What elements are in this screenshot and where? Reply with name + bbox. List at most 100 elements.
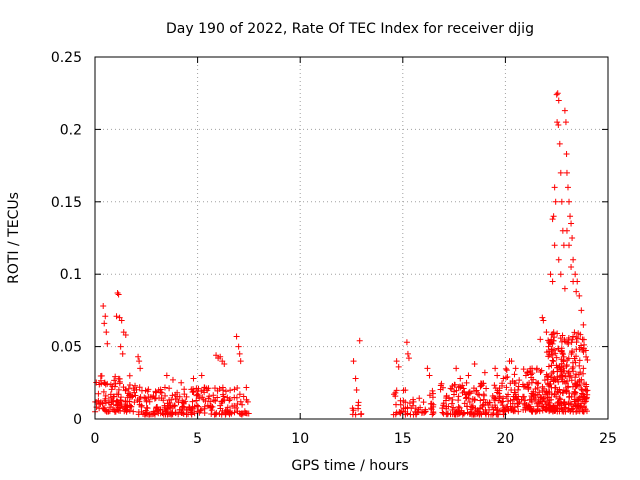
data-point <box>422 408 429 415</box>
data-point <box>580 391 587 398</box>
data-point <box>226 395 233 402</box>
data-point <box>550 368 557 375</box>
data-point <box>538 394 545 401</box>
data-point <box>552 198 559 205</box>
data-point <box>157 410 164 417</box>
data-point <box>570 333 577 340</box>
data-point <box>101 320 108 327</box>
data-point <box>566 373 573 380</box>
data-point <box>560 390 567 397</box>
data-point <box>530 376 537 383</box>
data-point <box>476 391 483 398</box>
data-point <box>533 408 540 415</box>
data-point <box>543 389 550 396</box>
data-point <box>502 374 509 381</box>
data-point <box>549 331 556 338</box>
data-point <box>560 387 567 394</box>
data-point <box>442 397 449 404</box>
data-point <box>524 369 531 376</box>
data-point <box>438 380 445 387</box>
data-point <box>466 398 473 405</box>
data-point <box>555 399 562 406</box>
data-point <box>572 271 579 278</box>
data-point <box>395 363 402 370</box>
data-point <box>549 216 556 223</box>
data-point <box>104 408 111 415</box>
data-point <box>222 410 229 417</box>
data-point <box>578 307 585 314</box>
data-point <box>564 357 571 364</box>
data-point <box>563 169 570 176</box>
data-point <box>514 400 521 407</box>
data-point <box>108 386 115 393</box>
data-point <box>349 411 356 418</box>
data-point <box>583 395 590 402</box>
data-point <box>198 406 205 413</box>
data-point <box>554 90 561 97</box>
data-point <box>563 151 570 158</box>
data-point <box>545 363 552 370</box>
data-point <box>568 220 575 227</box>
grid-layer <box>95 57 608 419</box>
data-point <box>233 333 240 340</box>
data-point <box>537 336 544 343</box>
data-point <box>563 387 570 394</box>
data-point <box>110 393 117 400</box>
data-point <box>547 271 554 278</box>
data-point <box>486 399 493 406</box>
data-point <box>565 334 572 341</box>
data-point <box>358 410 365 417</box>
data-point <box>179 403 186 410</box>
data-point <box>162 407 169 414</box>
data-point <box>180 399 187 406</box>
data-point <box>430 390 437 397</box>
data-point <box>234 408 241 415</box>
data-point <box>503 384 510 391</box>
data-point <box>555 256 562 263</box>
data-point <box>210 396 217 403</box>
data-point <box>201 384 208 391</box>
data-point <box>534 384 541 391</box>
data-point <box>356 337 363 344</box>
data-point <box>573 408 580 415</box>
data-point <box>126 382 133 389</box>
data-point <box>494 372 501 379</box>
data-point <box>550 358 557 365</box>
data-point <box>465 372 472 379</box>
data-point <box>548 346 555 353</box>
data-point <box>194 402 201 409</box>
data-point <box>216 385 223 392</box>
data-point <box>471 397 478 404</box>
data-point <box>555 97 562 104</box>
data-point <box>439 409 446 416</box>
data-point <box>158 389 165 396</box>
data-point <box>124 394 131 401</box>
data-point <box>231 386 238 393</box>
data-point <box>465 389 472 396</box>
data-point <box>146 398 153 405</box>
data-point <box>110 406 117 413</box>
data-point <box>117 397 124 404</box>
data-point <box>160 397 167 404</box>
data-point <box>222 388 229 395</box>
data-point <box>512 365 519 372</box>
data-point <box>512 380 519 387</box>
data-point <box>437 386 444 393</box>
data-point <box>548 370 555 377</box>
data-point <box>547 374 554 381</box>
data-point <box>563 227 570 234</box>
data-point <box>148 394 155 401</box>
data-point <box>511 371 518 378</box>
data-point <box>559 378 566 385</box>
data-point <box>475 408 482 415</box>
data-point <box>508 405 515 412</box>
data-point <box>492 365 499 372</box>
data-point <box>150 408 157 415</box>
data-point <box>198 372 205 379</box>
x-tick-label: 15 <box>394 431 412 447</box>
data-point <box>228 410 235 417</box>
data-point <box>448 400 455 407</box>
data-point <box>550 404 557 411</box>
data-point <box>553 354 560 361</box>
data-point <box>555 345 562 352</box>
